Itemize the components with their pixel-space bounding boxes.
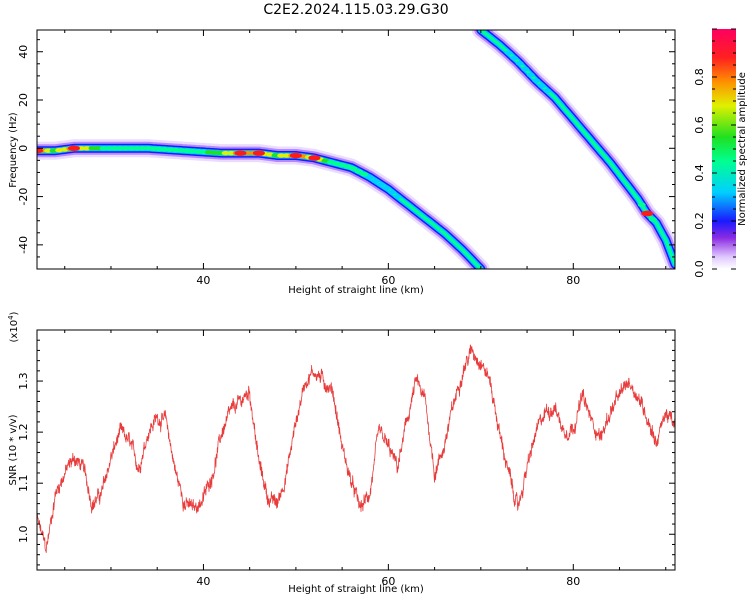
- snr-ytick-label: 1.0: [17, 526, 30, 544]
- spectrogram-peak: [99, 146, 108, 151]
- spectrogram-peak: [543, 88, 552, 94]
- snr-multiplier-label: (x104): [7, 311, 20, 342]
- spectrogram-hotspot: [37, 147, 43, 154]
- spectrogram-ytick-label: 20: [17, 93, 30, 107]
- spectrogram-peak: [371, 178, 380, 184]
- spectrogram-hotspot: [234, 150, 247, 156]
- spectrogram-xlabel: Height of straight line (km): [288, 285, 424, 296]
- spectrogram-ytick-label: 0: [17, 145, 30, 152]
- snr-xtick-label: 40: [196, 575, 210, 588]
- colorbar-tick-label: 0.4: [693, 164, 706, 182]
- spectrogram-peak: [227, 150, 236, 156]
- spectrogram-peak: [376, 182, 385, 187]
- spectrogram-hotspot: [641, 210, 654, 217]
- snr-xtick-label: 80: [566, 575, 580, 588]
- spectrogram-frame: [36, 29, 676, 270]
- snr-panel: 40 60 80 1.0 1.1 1.2 1.3 Height of straight li…: [7, 311, 676, 595]
- snr-xtick-label: 60: [381, 575, 395, 588]
- colorbar-gradient: [712, 29, 736, 269]
- spectrogram-peak: [127, 146, 136, 151]
- snr-ytick-label: 1.1: [17, 474, 30, 492]
- figure-title: C2E2.2024.115.03.29.G30: [263, 2, 448, 18]
- spectrogram-peak: [94, 146, 103, 151]
- spectrogram-peak: [526, 72, 535, 78]
- spectrogram-hotspot: [289, 152, 302, 159]
- spectrogram-peak: [138, 146, 147, 151]
- spectrogram-peak: [132, 146, 141, 151]
- spectrogram-peak: [221, 150, 230, 156]
- snr-frame: [36, 329, 676, 571]
- spectrogram-peak: [354, 169, 363, 174]
- spectrogram-peak: [105, 146, 114, 151]
- spectrogram-ytick-label: -40: [17, 236, 30, 254]
- spectrogram-peak: [504, 50, 513, 56]
- spectrogram-xtick-label: 40: [196, 274, 210, 287]
- spectrogram-peak: [82, 146, 91, 151]
- spectrogram-panel: 40 60 80 -40 -20 0 20 40 Height of straight lin…: [8, 29, 676, 296]
- snr-series-line: [37, 344, 675, 553]
- snr-ytick-label: 1.2: [17, 423, 30, 441]
- spectrogram-hotspot: [252, 150, 265, 156]
- spectrogram-hotspot: [308, 155, 321, 161]
- spectrogram-xtick-label: 80: [566, 274, 580, 287]
- snr-ylabel: SNR (10 * v/v): [8, 414, 19, 485]
- snr-xlabel: Height of straight line (km): [288, 584, 424, 595]
- spectrogram-peak: [365, 175, 374, 180]
- spectrogram-peak: [388, 190, 397, 195]
- spectrogram-peak: [537, 83, 546, 88]
- spectrogram-peak: [393, 194, 402, 199]
- spectrogram-peak: [282, 153, 291, 158]
- spectrogram-peak: [277, 153, 286, 158]
- spectrogram-hotspot: [67, 145, 80, 152]
- spectrogram-peak: [648, 217, 657, 222]
- colorbar-tick-label: 0.8: [693, 68, 706, 86]
- spectrogram-peak: [121, 146, 130, 151]
- spectrogram-trace: [471, 30, 675, 269]
- colorbar-tick-label: 0.0: [693, 260, 706, 278]
- spectrogram-ylabel: Frequency (Hz): [8, 112, 19, 188]
- spectrogram-peak: [349, 166, 358, 171]
- spectrogram-ytick-label: 40: [17, 45, 30, 59]
- colorbar-tick-label: 0.2: [693, 212, 706, 230]
- spectrogram-trace: [37, 139, 490, 269]
- spectrogram-peak: [44, 148, 53, 153]
- spectrogram-peak: [510, 55, 519, 61]
- spectrogram-peak: [110, 146, 119, 151]
- spectrogram-peak: [116, 146, 125, 151]
- spectrogram-peak: [515, 61, 524, 66]
- colorbar-label: Normalized spectral amplitude: [737, 72, 748, 226]
- snr-ytick-label: 1.3: [17, 372, 30, 390]
- colorbar-tick-label: 0.6: [693, 116, 706, 134]
- colorbar: 0.0 0.2 0.4 0.6 0.8 Normalized spectral ampl…: [693, 28, 748, 278]
- spectrogram-xtick-label: 60: [381, 274, 395, 287]
- spectrogram-peak: [532, 78, 541, 83]
- spectrogram-ytick-label: -20: [17, 188, 30, 206]
- spectrogram-peak: [88, 146, 97, 151]
- spectrogram-peak: [521, 66, 530, 72]
- spectrogram-peak: [382, 185, 391, 191]
- spectrogram-peak: [637, 202, 646, 207]
- spectrogram-peak: [360, 172, 369, 177]
